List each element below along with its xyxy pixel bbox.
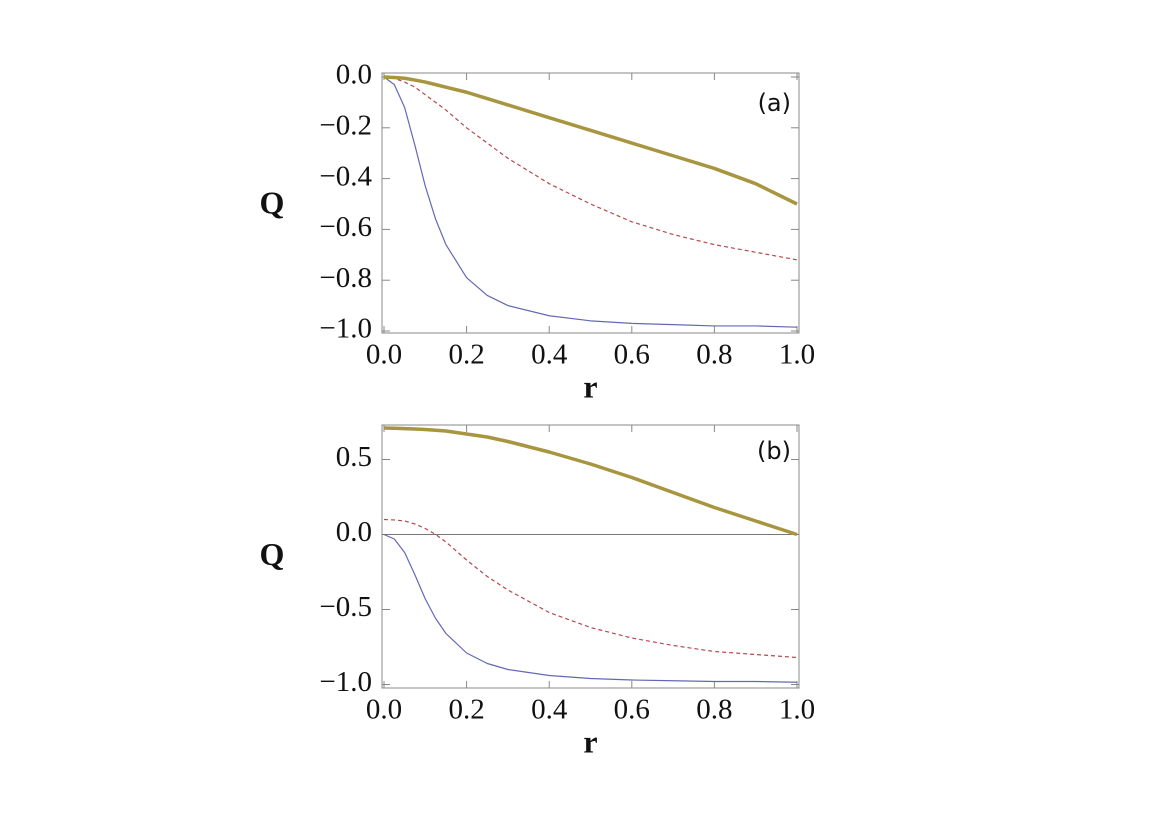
series-line: [383, 426, 798, 537]
y-axis-label: Q: [260, 536, 285, 572]
x-tick-label: 0.4: [531, 694, 568, 726]
y-tick-label: 0.0: [336, 59, 372, 91]
x-tick-label: 0.2: [448, 339, 484, 371]
x-tick-label: 1.0: [779, 339, 815, 371]
x-tick-label: 0.0: [366, 339, 402, 371]
y-tick-label: −0.4: [319, 160, 372, 192]
series-line: [383, 533, 798, 683]
x-tick-label: 0.2: [448, 694, 484, 726]
plot-frame: [381, 72, 800, 334]
y-tick-label: −1.0: [319, 666, 372, 698]
x-tick-label: 0.6: [614, 694, 650, 726]
series-line: [383, 75, 798, 206]
x-tick-label: 0.8: [696, 694, 732, 726]
x-tick-label: 1.0: [779, 694, 815, 726]
y-tick-label: −0.2: [319, 109, 372, 141]
series-line: [383, 76, 798, 261]
y-tick-label: −0.5: [319, 591, 372, 623]
x-axis-label: r: [583, 723, 597, 759]
x-axis-label: r: [583, 368, 597, 404]
y-tick-label: −1.0: [319, 313, 372, 345]
y-tick-label: 0.0: [336, 516, 372, 548]
annotation: (a): [758, 89, 791, 117]
series-line: [383, 518, 798, 659]
y-tick-label: −0.8: [319, 262, 372, 294]
x-tick-label: 0.6: [614, 339, 650, 371]
series-line: [383, 76, 798, 328]
x-tick-label: 0.8: [696, 339, 732, 371]
x-tick-label: 0.4: [531, 339, 568, 371]
y-axis-label: Q: [260, 184, 285, 220]
x-tick-label: 0.0: [366, 694, 402, 726]
y-tick-label: 0.5: [336, 441, 372, 473]
y-tick-label: −0.6: [319, 211, 372, 243]
annotation: (b): [757, 437, 791, 465]
plot-frame: [381, 424, 800, 689]
